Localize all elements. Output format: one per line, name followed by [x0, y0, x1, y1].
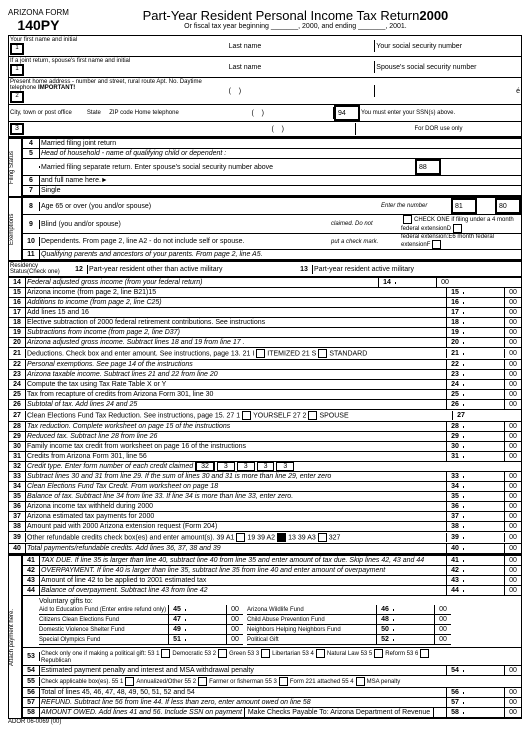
box-2: 2	[10, 91, 24, 103]
attach: Attach payment here.	[8, 555, 22, 719]
l57: REFUND. Subtract line 56 from line 44. I…	[41, 699, 311, 706]
l33: Subtract lines 30 and 31 from line 29. I…	[27, 473, 331, 480]
city-label: City, town or post office	[10, 110, 72, 116]
chk-yourself[interactable]	[242, 411, 251, 420]
chk-label: CHECK ONE if filing under a	[414, 217, 490, 223]
l38: Amount paid with 2000 Arizona extension …	[26, 522, 446, 531]
l23: Arizona taxable income. Subtract lines 2…	[27, 371, 218, 378]
l41: TAX DUE. If line 35 is larger than line …	[41, 557, 424, 564]
l7: Single	[40, 186, 521, 195]
l17: Add lines 15 and 16	[26, 308, 446, 317]
l42: OVERPAYMENT. If line 40 is larger than l…	[41, 567, 385, 574]
box-3: 3	[10, 123, 24, 135]
enter: Enter the number	[381, 203, 427, 209]
code-94: 94	[334, 105, 360, 121]
form-code: 140PY	[8, 17, 69, 33]
gifts-hdr: Voluntary gifts to:	[39, 598, 451, 605]
l34: Clean Elections Fund Tax Credit. From wo…	[27, 483, 218, 490]
l12: Part-year resident other than active mil…	[88, 265, 296, 274]
chk-standard[interactable]	[318, 349, 327, 358]
ssn-label: Your social security number	[375, 42, 521, 51]
check: put a check mark.	[331, 239, 378, 245]
chk-spouse[interactable]	[308, 411, 317, 420]
splname-label: Last name	[227, 61, 376, 73]
l28: Tax reduction. Complete worksheet on pag…	[27, 423, 230, 430]
l20: Arizona adjusted gross income. Subtract …	[27, 339, 245, 346]
spssn-label: Spouse's social security number	[375, 63, 521, 72]
exemp-hdr: Exemptions	[8, 197, 22, 261]
zip-label: ZIP code	[109, 110, 133, 116]
l26: Subtotal of tax. Add lines 24 and 25	[27, 401, 137, 408]
hphone-label: Home telephone	[135, 110, 179, 116]
l44: Balance of overpayment. Subtract line 43…	[41, 587, 208, 594]
year: 2000	[419, 8, 448, 23]
apt-label: Apt. No.	[156, 79, 178, 85]
lname-label: Last name	[227, 40, 376, 52]
l14: Federal adjusted gross income (from your…	[27, 279, 202, 286]
l19: Subtractions from income (from page 2, l…	[27, 329, 180, 336]
subtitle: Or fiscal tax year beginning _______, 20…	[69, 23, 522, 30]
l39: Other refundable credits check box(es) a…	[27, 534, 215, 541]
box-1b: 1	[10, 64, 24, 76]
l37: Arizona estimated tax payments for 2000	[26, 512, 446, 521]
state-label: ARIZONA FORM	[8, 8, 69, 17]
dor-label: For DOR use only	[356, 125, 521, 133]
l8: Age 65 or over (you and/or spouse)	[40, 202, 381, 211]
title: Part-Year Resident Personal Income Tax R…	[143, 8, 420, 23]
footer: ADOR 06-0069 (00)	[8, 719, 522, 725]
important: IMPORTANT!	[38, 85, 75, 91]
l6b: and full name here.►	[40, 176, 521, 185]
c88: 88	[415, 159, 441, 175]
name-label: Your first name and initial	[10, 37, 226, 43]
box-1: 1	[10, 43, 24, 55]
l15: Arizona income (from page 2, line B21)	[27, 289, 148, 296]
l29: Reduced tax. Subtract line 28 from line …	[27, 433, 157, 440]
l30: Family income tax credit from worksheet …	[26, 442, 446, 451]
c81: 81	[451, 198, 477, 214]
state-label2: State	[87, 110, 101, 116]
l36: Arizona income tax withheld during 2000	[26, 502, 446, 511]
l24: Compute the tax using Tax Rate Table X o…	[26, 380, 446, 389]
res-txt: (Check one)	[27, 269, 60, 275]
l9: Blind (you and/or spouse)	[40, 220, 331, 229]
l11: Qualifying parents and ancestors of your…	[41, 251, 263, 258]
l32: Credit type. Enter form number of each c…	[27, 463, 193, 470]
claimed: claimed. Do not	[331, 221, 373, 227]
filing-hdr: Filing Status	[8, 138, 22, 197]
c80: 80	[495, 198, 521, 214]
l56: Total of lines 45, 46, 47, 48, 49, 50, 5…	[40, 688, 446, 697]
l31: Credits from Arizona Form 301, line 56	[26, 452, 446, 461]
l13: Part-year resident active military	[313, 265, 521, 274]
l21: Deductions. Check box and enter amount. …	[27, 350, 241, 357]
l22: Personal exemptions. See page 14 of the …	[27, 361, 193, 368]
l4: Married filing joint return	[40, 139, 521, 148]
ssn-msg: You must enter your SSN(s) above.	[360, 109, 521, 117]
l43: Amount of line 42 to be applied to 2001 …	[40, 576, 446, 585]
l35: Balance of tax. Subtract line 34 from li…	[27, 493, 293, 500]
l54: Estimated payment penalty and interest a…	[40, 666, 446, 675]
l5: Head of household - name of qualifying c…	[41, 150, 226, 157]
l40: Total payments/refundable credits. Add l…	[27, 545, 221, 552]
l18: Elective subtraction of 2000 federal ret…	[27, 319, 265, 326]
l10: Dependents. From page 2, line A2 - do no…	[41, 238, 245, 245]
l58: AMOUNT OWED. Add lines 41 and 56. Includ…	[41, 709, 242, 716]
spname-label: If a joint return, spouse's first name a…	[10, 58, 226, 64]
payto: Make Checks Payable To: Arizona Departme…	[244, 707, 434, 718]
l25: Tax from recapture of credits from Arizo…	[26, 390, 446, 399]
l16: Additions to income (from page 2, line C…	[27, 299, 162, 306]
chk-itemized[interactable]	[256, 349, 265, 358]
l6: Married filing separate return. Enter sp…	[41, 164, 273, 171]
l27: Clean Elections Fund Tax Reduction. See …	[27, 412, 225, 419]
